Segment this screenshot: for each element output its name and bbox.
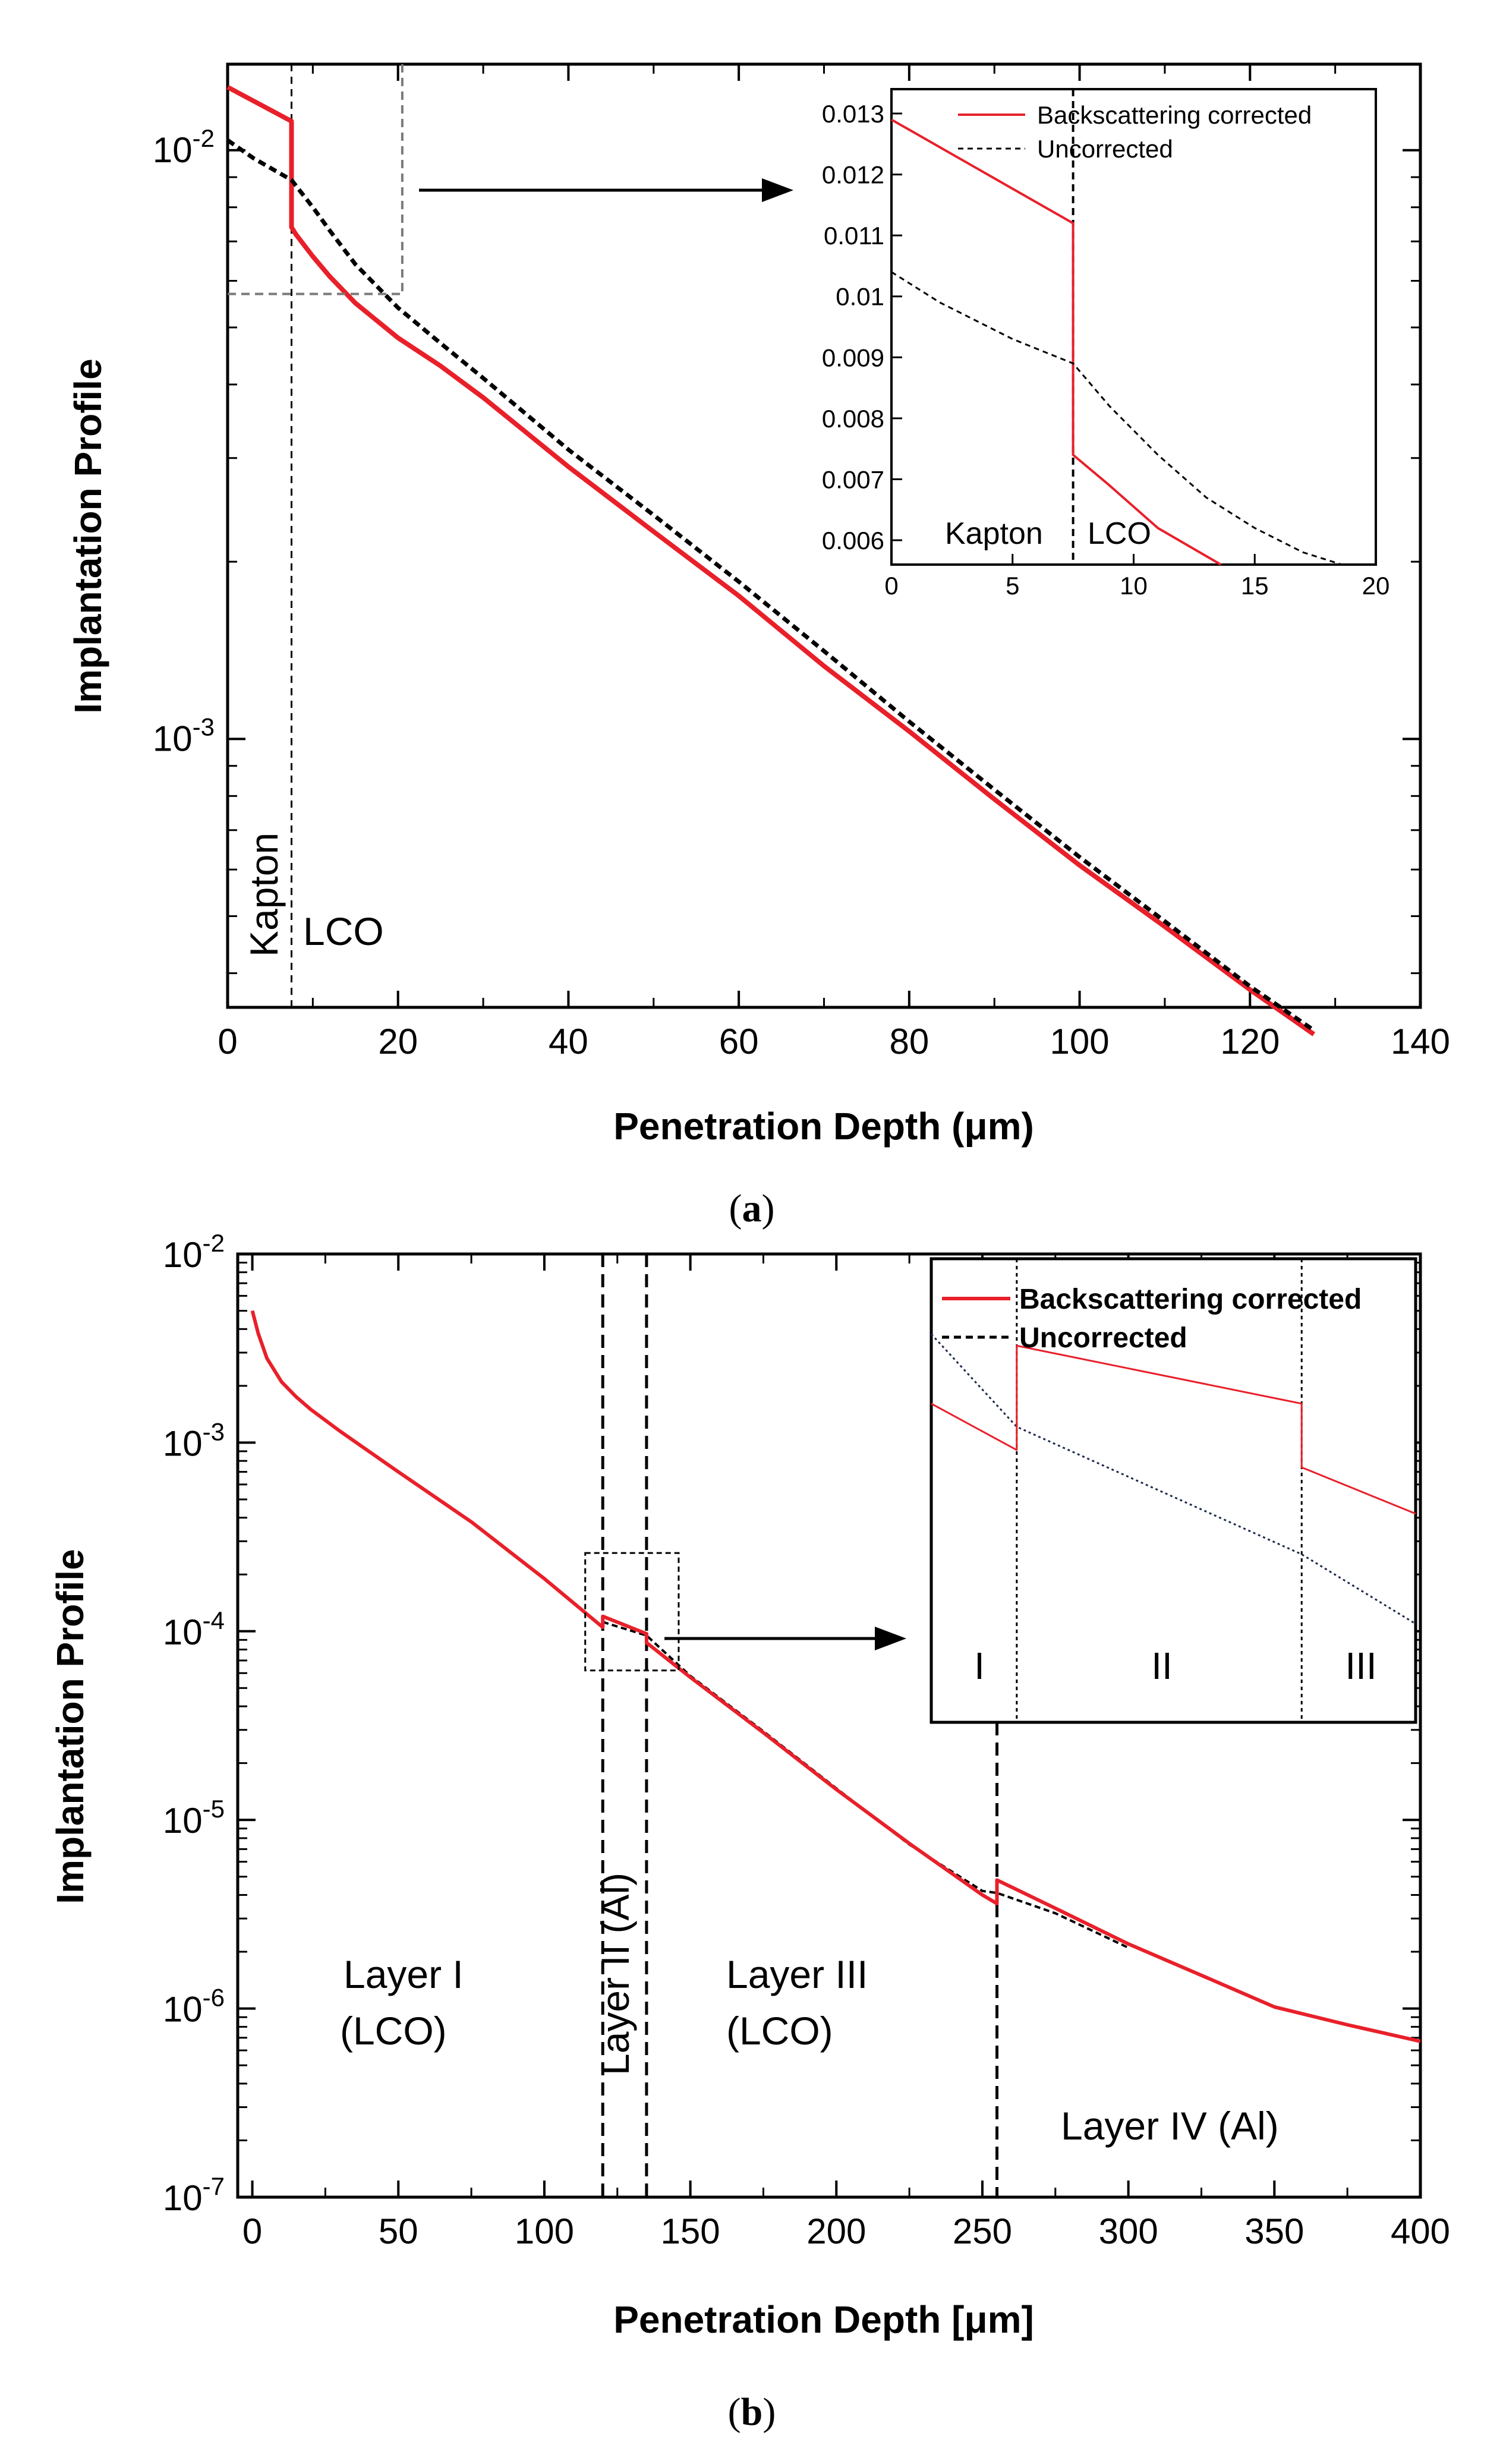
panel-b-inset-series-uncorrected <box>930 1333 1416 1625</box>
panel-a-inset-y-tick-label: 0.008 <box>822 405 884 433</box>
panel-b-y-tick-label: 10-3 <box>163 1417 225 1463</box>
panel-a-x-label: Penetration Depth (μm) <box>613 1105 1034 1148</box>
panel-b-y-tick-label: 10-5 <box>163 1795 225 1841</box>
panel-b-zoom-rect <box>584 1552 680 1672</box>
panel-a-legend: Backscattering corrected Uncorrected <box>958 101 1312 163</box>
panel-b-x-tick-label: 150 <box>661 2211 720 2251</box>
panel-a-x-tick-label: 120 <box>1220 1022 1280 1061</box>
panel-a-x-tick-label: 40 <box>549 1022 588 1061</box>
panel-b-x-tick-label: 250 <box>953 2211 1012 2251</box>
panel-a-kapton-label: Kapton <box>242 833 286 957</box>
panel-b-inset-series <box>930 1259 1416 1722</box>
panel-b-layer4-label: Layer IV (Al) <box>1061 2104 1279 2148</box>
panel-b-x-tick-label: 100 <box>515 2211 574 2251</box>
panel-a-inset-x-tick-label: 20 <box>1362 572 1390 600</box>
panel-a-inset: 0 5 10 15 20 0.0130.0120.0110.010.0090.0080.… <box>822 88 1389 600</box>
panel-a-inset-kapton-label: Kapton <box>945 516 1043 551</box>
panel-b-x-label: Penetration Depth [μm] <box>613 2298 1034 2341</box>
panel-b-inset-region-2: II <box>1151 1644 1173 1687</box>
panel-a-x-tick-label: 100 <box>1050 1022 1110 1061</box>
panel-a-inset-x-ticks: 0 5 10 15 20 <box>884 554 1389 600</box>
panel-a-y-ticks: 10-2 10-3 <box>153 124 1420 975</box>
panel-a-inset-y-ticks: 0.013 0.012 0.011 0.01 0.009 0.008 0.007 0.006 <box>822 100 902 554</box>
panel-a-inset-x-tick-label: 15 <box>1241 572 1269 600</box>
panel-a-inset-y-tick-label: 0.011 <box>824 222 884 250</box>
panel-b-layer3-label: Layer III <box>726 1952 868 1996</box>
panel-a-x-tick-label: 20 <box>378 1022 418 1061</box>
panel-b-inset-background <box>931 1259 1416 1722</box>
panel-b-x-tick-label: 50 <box>379 2211 418 2251</box>
panel-b-frame <box>236 1252 1422 2199</box>
panel-b-zoom-box <box>584 1552 680 1672</box>
panel-b-inset-region-3: III <box>1345 1644 1376 1687</box>
panel-a-inset-y-tick-label: 0.013 <box>822 100 884 128</box>
panel-a-lco-label: LCO <box>303 909 384 953</box>
panel-a-series-corrected <box>226 85 1316 1036</box>
panel-b-y-tick-label: 10-6 <box>163 1984 225 2030</box>
panel-a-series-uncorrected <box>226 138 1315 1032</box>
panel-a-inset-y-tick-label: 0.012 <box>822 161 884 189</box>
panel-b-x-tick-label: 300 <box>1099 2211 1158 2251</box>
panel-a-x-tick-label: 140 <box>1391 1022 1450 1061</box>
panel-a-inset-background <box>891 89 1376 565</box>
panel-b-inset-series-corrected <box>931 1344 1416 1515</box>
panel-a-series <box>226 64 1316 1036</box>
panel-b-y-tick-label: 10-4 <box>163 1606 225 1652</box>
panel-a: 0 20 40 60 80 100 120 140 10-210-3 Implantation… <box>67 62 1450 1230</box>
panel-a-caption: (a) <box>729 1187 775 1230</box>
panel-b-layer3-material: (LCO) <box>726 2009 833 2053</box>
panel-b-inset-region-1: I <box>974 1644 985 1687</box>
panel-a-x-tick-label: 0 <box>218 1022 237 1061</box>
panel-b-y-tick-label: 10-2 <box>163 1229 225 1275</box>
panel-a-inset-series <box>891 89 1343 566</box>
panel-b-zoom-arrowhead <box>875 1627 906 1650</box>
panel-b-x-tick-label: 350 <box>1244 2211 1304 2251</box>
panel-b-y-label: Implantation Profile <box>49 1549 92 1904</box>
panel-a-inset-y-tick-label: 0.009 <box>822 344 884 371</box>
panel-b-x-tick-label: 400 <box>1391 2211 1450 2251</box>
panel-b-inset-frame <box>929 1257 1417 1724</box>
panel-a-x-tick-label: 60 <box>719 1022 759 1061</box>
panel-b-y-ticks: 10-2 10-3 10-4 10-5 10-6 10-7 <box>163 1229 1420 2218</box>
panel-b-legend-corrected-label: Backscattering corrected <box>1019 1284 1362 1315</box>
panel-b-legend: Backscattering corrected Uncorrected <box>942 1284 1362 1354</box>
panel-b-legend-uncorrected-label: Uncorrected <box>1019 1322 1187 1354</box>
panel-b-y-tick-label: 10-7 <box>163 2172 225 2218</box>
panel-b-series <box>250 1254 1421 2197</box>
panel-a-legend-corrected-label: Backscattering corrected <box>1037 101 1312 129</box>
panel-a-y-label: Implantation Profile <box>67 358 109 713</box>
panel-a-inset-lco-label: LCO <box>1088 516 1151 551</box>
panel-a-legend-uncorrected-label: Uncorrected <box>1037 135 1173 163</box>
panel-a-x-ticks: 0 20 40 60 80 100 120 140 <box>218 64 1450 1061</box>
panel-a-zoom-box <box>228 64 404 295</box>
panel-a-inset-y-tick-label: 0.01 <box>836 283 884 311</box>
panel-a-x-tick-label: 80 <box>889 1022 929 1061</box>
panel-b-series-corrected <box>250 1310 1421 2043</box>
panel-a-y-tick-label: 10-2 <box>153 124 215 170</box>
panel-b-caption: (b) <box>728 2390 776 2434</box>
panel-a-inset-y-tick-label: 0.006 <box>822 527 884 554</box>
panel-b-layer2-label: Layer II (Al) <box>593 1873 637 2075</box>
panel-b-layer1-material: (LCO) <box>340 2009 447 2053</box>
panel-b-x-tick-label: 0 <box>242 2211 262 2251</box>
panel-b-inset: I II III Backscattering corrected Uncorr… <box>929 1257 1417 1724</box>
panel-a-inset-y-tick-label: 0.007 <box>822 465 884 493</box>
panel-a-caption-letter: a <box>742 1187 762 1230</box>
panel-b-layer1-label: Layer I <box>344 1952 464 1996</box>
panel-a-inset-series-corrected <box>891 118 1222 566</box>
panel-a-inset-x-tick-label: 10 <box>1120 572 1148 600</box>
panel-b-x-tick-label: 200 <box>806 2211 866 2251</box>
panel-a-y-tick-label: 10-3 <box>153 713 215 758</box>
panel-a-zoom-arrowhead <box>762 178 793 202</box>
panel-a-inset-x-tick-label: 0 <box>884 572 898 600</box>
panel-b-caption-letter: b <box>741 2390 763 2434</box>
panel-a-inset-series-uncorrected <box>891 271 1343 566</box>
panel-b: 0 50 100 150 200 250 300 350 400 10-210-310-410-… <box>49 1229 1450 2434</box>
panel-a-inset-x-tick-label: 5 <box>1006 572 1019 600</box>
